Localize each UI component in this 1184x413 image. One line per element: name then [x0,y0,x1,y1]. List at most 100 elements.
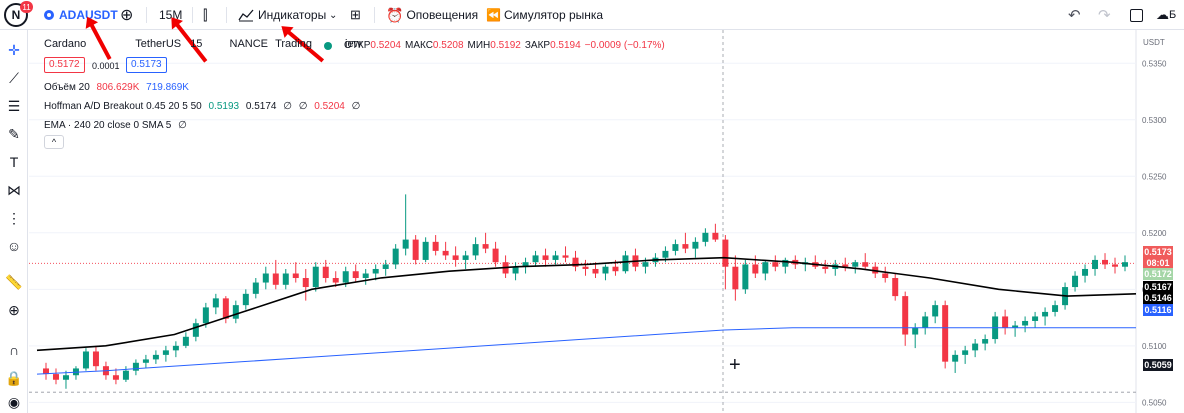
title-part: iew [345,38,362,50]
candle-body [212,298,219,308]
candle-body [1102,259,1109,265]
title-part: 15 [190,38,203,50]
replay-button[interactable]: ⏪ Симулятор рынка [486,0,603,30]
candle-body [572,257,579,267]
candle-body [1052,305,1059,312]
chevron-down-icon[interactable]: ⌄ [329,9,338,21]
fullscreen-icon[interactable] [1130,0,1143,30]
candle-body [362,273,369,279]
price-axis-label: 08:01 [1143,257,1173,269]
candle-body [692,241,699,249]
chart-title: Cardano TetherUS 15 NANCE Trading iew [44,38,362,50]
title-part: TetherUS [135,38,182,50]
candle-body [922,316,929,328]
candle-body [142,359,149,363]
ruler-icon[interactable]: 📏 [5,273,23,290]
candle-body [562,255,569,258]
symbol-icon [44,10,54,20]
alerts-button[interactable]: ⏰ Оповещения [386,0,478,30]
candle-body [242,293,249,306]
candle-body [912,327,919,335]
candle-body [732,266,739,290]
indicator-value: 719.869K [146,82,189,93]
candle-body [722,239,729,267]
hide-drawings-icon[interactable]: ◉ [7,393,21,410]
pattern-icon[interactable]: ⋈ [7,181,21,198]
candle-body [82,351,89,369]
indicator-name: EMA · 240 20 close 0 SMA 5 [44,120,172,131]
market-status-icon [324,41,332,50]
indicator-value: 806.629K [96,82,140,93]
collapse-legend-button[interactable]: ^ [44,135,64,149]
candle-type-icon[interactable]: ⫿ [203,6,208,23]
candle-body [112,375,119,380]
candle-body [372,268,379,274]
candle-body [852,262,859,267]
candle-body [382,264,389,269]
text-icon[interactable]: T [9,154,19,170]
candle-body [602,266,609,274]
candle-body [642,262,649,267]
currency-label[interactable]: USDT [1143,38,1165,47]
compare-add-icon[interactable]: ⊕ [120,7,134,24]
candle-body [442,250,449,256]
candle-body [412,239,419,260]
ohlc-label: ОТКР [344,40,371,51]
buy-button[interactable]: 0.5173 [126,57,167,73]
candle-body [522,262,529,267]
ohlc-label: ЗАКР [524,40,551,51]
sma-line [36,327,1136,375]
candle-body [702,232,709,242]
candle-body [252,282,259,294]
ohlc-change: −0.0009 (−0.17%) [584,40,665,51]
redo-icon[interactable]: ↷ [1098,7,1111,24]
price-tick-label: 0.5100 [1142,342,1167,351]
title-part: Cardano [44,38,87,50]
lock-drawings-icon[interactable]: 🔒 [5,369,23,386]
hoffman-legend[interactable]: Hoffman A/D Breakout 0.45 20 5 50 0.5193… [44,101,360,112]
candle-body [612,266,619,272]
candle-body [402,239,409,249]
crosshair-icon[interactable]: ✛ [8,41,20,58]
candle-body [312,266,319,288]
sell-button[interactable]: 0.5172 [44,57,85,73]
candle-body [772,262,779,267]
candle-body [762,262,769,274]
emoji-icon[interactable]: ☺ [6,238,22,254]
cloud-save-icon[interactable]: ☁ Б [1156,7,1177,22]
indicator-value: 0.5174 [245,101,277,112]
candle-body [342,271,349,283]
undo-icon[interactable]: ↶ [1068,7,1081,24]
candle-body [292,273,299,279]
candle-body [622,255,629,272]
volume-legend[interactable]: Объём 20 806.629K 719.869K [44,82,189,93]
candle-body [92,351,99,367]
candle-body [162,350,169,355]
ohlc-legend: ОТКР 0.5204 МАКС 0.5208 МИН 0.5192 ЗАКР 0.51… [324,40,669,51]
magnet-icon[interactable]: ∩ [8,342,20,358]
layout-grid-icon[interactable]: ⊞ [350,7,361,22]
trendline-icon[interactable]: ⟋ [9,69,19,86]
zoom-icon[interactable]: ⊕ [8,301,20,318]
candle-body [902,296,909,335]
ohlc-value: 0.5194 [550,40,581,51]
fib-icon[interactable]: ☰ [7,97,21,114]
symbol-search[interactable]: ADAUSDT [44,0,118,30]
price-chart[interactable]: 0.53500.53000.52500.52000.51500.51000.50… [29,30,1184,413]
candle-body [1112,264,1119,267]
candle-body [842,264,849,267]
indicator-value: ∅ [283,101,292,112]
candle-body [552,255,559,260]
candle-body [942,305,949,362]
candle-body [1072,275,1079,288]
forecast-icon[interactable]: ⋮ [7,209,21,226]
logo-letter: N [11,8,21,22]
candle-body [462,255,469,260]
rewind-icon: ⏪ [486,8,501,22]
candle-body [672,244,679,251]
candle-body [542,255,549,260]
indicators-button[interactable]: Индикаторы [238,0,326,30]
candle-body [742,264,749,290]
ema-legend[interactable]: EMA · 240 20 close 0 SMA 5 ∅ [44,120,187,131]
brush-icon[interactable]: ✎ [8,125,20,142]
